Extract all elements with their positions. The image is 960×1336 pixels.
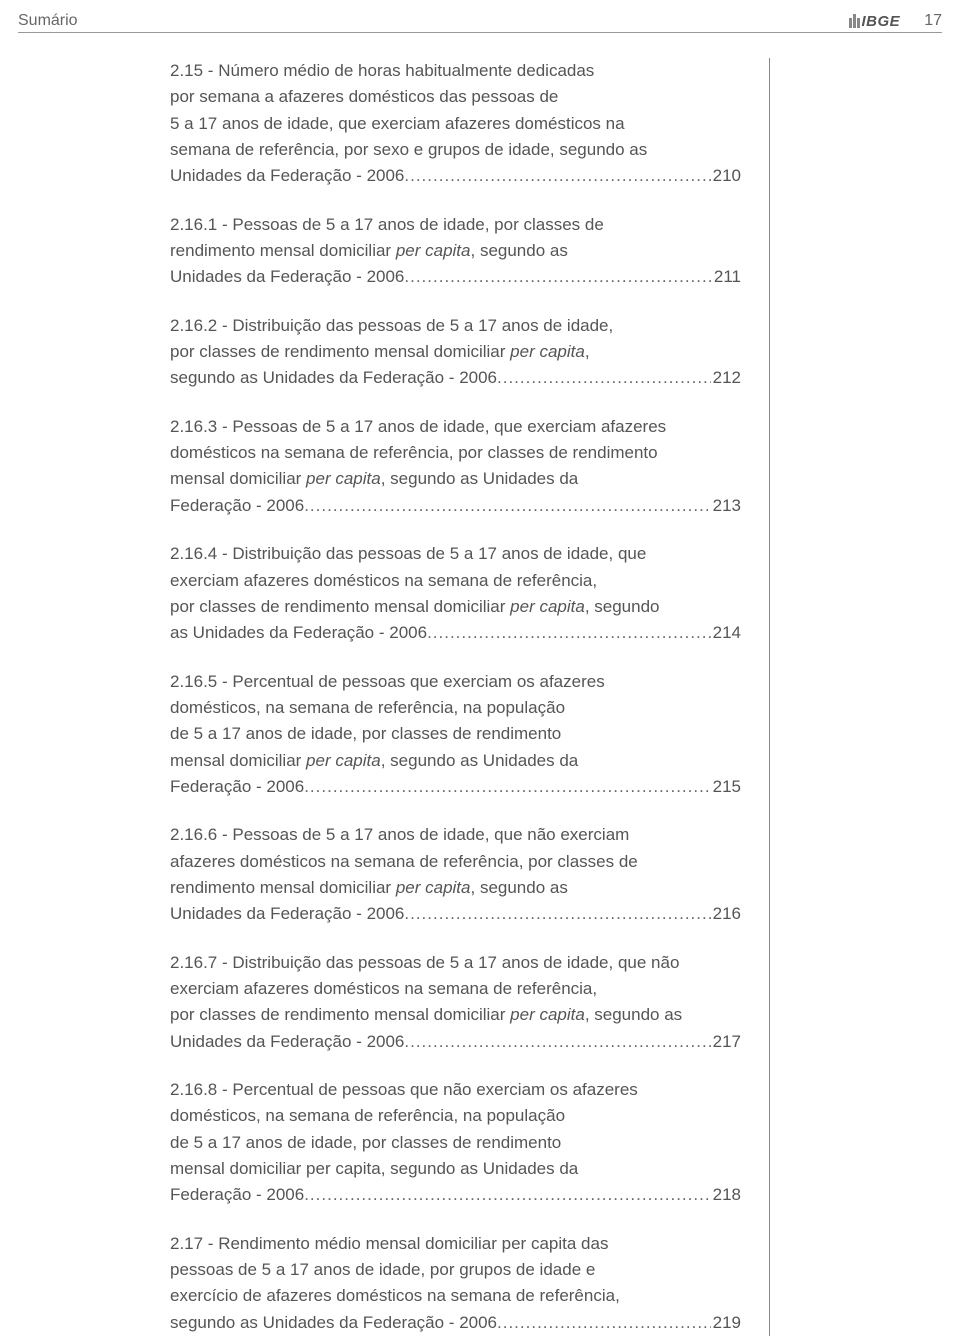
toc-entry-line: domésticos, na semana de referência, na … — [170, 1103, 741, 1129]
toc-entry-line: domésticos, na semana de referência, na … — [170, 695, 741, 721]
toc-entry-line: 2.16.3 - Pessoas de 5 a 17 anos de idade… — [170, 414, 741, 440]
toc-entry-last-line: Unidades da Federação - 2006 211 — [170, 264, 741, 290]
leader-dots — [404, 163, 710, 189]
toc-entry: 2.15 - Número médio de horas habitualmen… — [170, 58, 741, 190]
toc-entry-last-line: segundo as Unidades da Federação - 2006 … — [170, 365, 741, 391]
leader-dots — [304, 1182, 710, 1208]
toc-entry-line: semana de referência, por sexo e grupos … — [170, 137, 741, 163]
leader-dots — [427, 620, 711, 646]
toc-entry: 2.16.5 - Percentual de pessoas que exerc… — [170, 669, 741, 801]
logo-text: IBGE — [862, 13, 901, 30]
toc-tail-text: segundo as Unidades da Federação - 2006 — [170, 365, 497, 391]
toc-entry-last-line: Unidades da Federação - 2006 217 — [170, 1029, 741, 1055]
toc-entry: 2.16.8 - Percentual de pessoas que não e… — [170, 1077, 741, 1209]
toc-entry-line: exerciam afazeres domésticos na semana d… — [170, 568, 741, 594]
toc-entry-line: mensal domiciliar per capita, segundo as… — [170, 466, 741, 492]
toc-tail-text: Federação - 2006 — [170, 1182, 304, 1208]
toc-page-ref: 215 — [711, 774, 741, 800]
toc-tail-text: Federação - 2006 — [170, 774, 304, 800]
toc-entry-line: afazeres domésticos na semana de referên… — [170, 849, 741, 875]
toc-entry: 2.16.6 - Pessoas de 5 a 17 anos de idade… — [170, 822, 741, 927]
toc-entry-line: 5 a 17 anos de idade, que exerciam afaze… — [170, 111, 741, 137]
toc-entry-line: rendimento mensal domiciliar per capita,… — [170, 875, 741, 901]
toc-entry-line: exerciam afazeres domésticos na semana d… — [170, 976, 741, 1002]
toc-page-ref: 219 — [711, 1310, 741, 1336]
toc-entry-line: mensal domiciliar per capita, segundo as… — [170, 1156, 741, 1182]
toc-entry-line: de 5 a 17 anos de idade, por classes de … — [170, 721, 741, 747]
toc-tail-text: Unidades da Federação - 2006 — [170, 163, 404, 189]
toc-entry-line: pessoas de 5 a 17 anos de idade, por gru… — [170, 1257, 741, 1283]
toc-entry-line: domésticos na semana de referência, por … — [170, 440, 741, 466]
leader-dots — [304, 774, 710, 800]
toc-tail-text: Unidades da Federação - 2006 — [170, 901, 404, 927]
toc-entry-line: 2.16.8 - Percentual de pessoas que não e… — [170, 1077, 741, 1103]
toc-entry-line: por semana a afazeres domésticos das pes… — [170, 84, 741, 110]
toc-entry-last-line: Federação - 2006 213 — [170, 493, 741, 519]
page-number: 17 — [924, 12, 942, 30]
leader-dots — [404, 264, 712, 290]
toc-entry-line: 2.16.4 - Distribuição das pessoas de 5 a… — [170, 541, 741, 567]
toc-page-ref: 216 — [711, 901, 741, 927]
toc-tail-text: Unidades da Federação - 2006 — [170, 264, 404, 290]
toc-entry-last-line: Unidades da Federação - 2006 210 — [170, 163, 741, 189]
toc-entry-line: 2.16.6 - Pessoas de 5 a 17 anos de idade… — [170, 822, 741, 848]
toc-tail-text: as Unidades da Federação - 2006 — [170, 620, 427, 646]
toc-entry: 2.16.4 - Distribuição das pessoas de 5 a… — [170, 541, 741, 646]
toc-entry: 2.16.2 - Distribuição das pessoas de 5 a… — [170, 313, 741, 392]
toc-tail-text: segundo as Unidades da Federação - 2006 — [170, 1310, 497, 1336]
toc-entry-line: 2.16.5 - Percentual de pessoas que exerc… — [170, 669, 741, 695]
toc-entry: 2.16.1 - Pessoas de 5 a 17 anos de idade… — [170, 212, 741, 291]
header-title: Sumário — [18, 12, 82, 30]
toc-entry-line: 2.17 - Rendimento médio mensal domicilia… — [170, 1231, 741, 1257]
toc-entry-line: por classes de rendimento mensal domicil… — [170, 1002, 741, 1028]
toc-tail-text: Unidades da Federação - 2006 — [170, 1029, 404, 1055]
toc-entry-line: rendimento mensal domiciliar per capita,… — [170, 238, 741, 264]
toc-page-ref: 217 — [711, 1029, 741, 1055]
toc-entry-last-line: as Unidades da Federação - 2006 214 — [170, 620, 741, 646]
leader-dots — [404, 1029, 710, 1055]
toc-entry-last-line: segundo as Unidades da Federação - 2006 2… — [170, 1310, 741, 1336]
toc-entry-line: exercício de afazeres domésticos na sema… — [170, 1283, 741, 1309]
leader-dots — [304, 493, 710, 519]
page-header: Sumário IBGE 17 — [18, 12, 942, 33]
toc-entry-last-line: Federação - 2006 218 — [170, 1182, 741, 1208]
toc-page-ref: 218 — [711, 1182, 741, 1208]
toc-list: 2.15 - Número médio de horas habitualmen… — [170, 58, 770, 1336]
leader-dots — [497, 1310, 711, 1336]
logo-bars-icon — [849, 14, 860, 28]
toc-entry: 2.16.7 - Distribuição das pessoas de 5 a… — [170, 950, 741, 1055]
toc-entry-last-line: Federação - 2006 215 — [170, 774, 741, 800]
toc-entry-line: mensal domiciliar per capita, segundo as… — [170, 748, 741, 774]
toc-page-ref: 210 — [711, 163, 741, 189]
toc-entry-line: 2.15 - Número médio de horas habitualmen… — [170, 58, 741, 84]
toc-page-ref: 211 — [712, 264, 741, 290]
toc-page-ref: 212 — [711, 365, 741, 391]
toc-entry-line: de 5 a 17 anos de idade, por classes de … — [170, 1130, 741, 1156]
leader-dots — [497, 365, 711, 391]
toc-entry: 2.16.3 - Pessoas de 5 a 17 anos de idade… — [170, 414, 741, 519]
toc-entry-last-line: Unidades da Federação - 2006 216 — [170, 901, 741, 927]
toc-entry-line: 2.16.1 - Pessoas de 5 a 17 anos de idade… — [170, 212, 741, 238]
toc-entry: 2.17 - Rendimento médio mensal domicilia… — [170, 1231, 741, 1336]
toc-content: 2.15 - Número médio de horas habitualmen… — [170, 58, 770, 1336]
toc-page-ref: 214 — [711, 620, 741, 646]
toc-entry-line: 2.16.2 - Distribuição das pessoas de 5 a… — [170, 313, 741, 339]
leader-dots — [404, 901, 710, 927]
toc-entry-line: por classes de rendimento mensal domicil… — [170, 594, 741, 620]
ibge-logo: IBGE — [849, 13, 901, 30]
toc-tail-text: Federação - 2006 — [170, 493, 304, 519]
toc-entry-line: 2.16.7 - Distribuição das pessoas de 5 a… — [170, 950, 741, 976]
toc-page-ref: 213 — [711, 493, 741, 519]
toc-entry-line: por classes de rendimento mensal domicil… — [170, 339, 741, 365]
